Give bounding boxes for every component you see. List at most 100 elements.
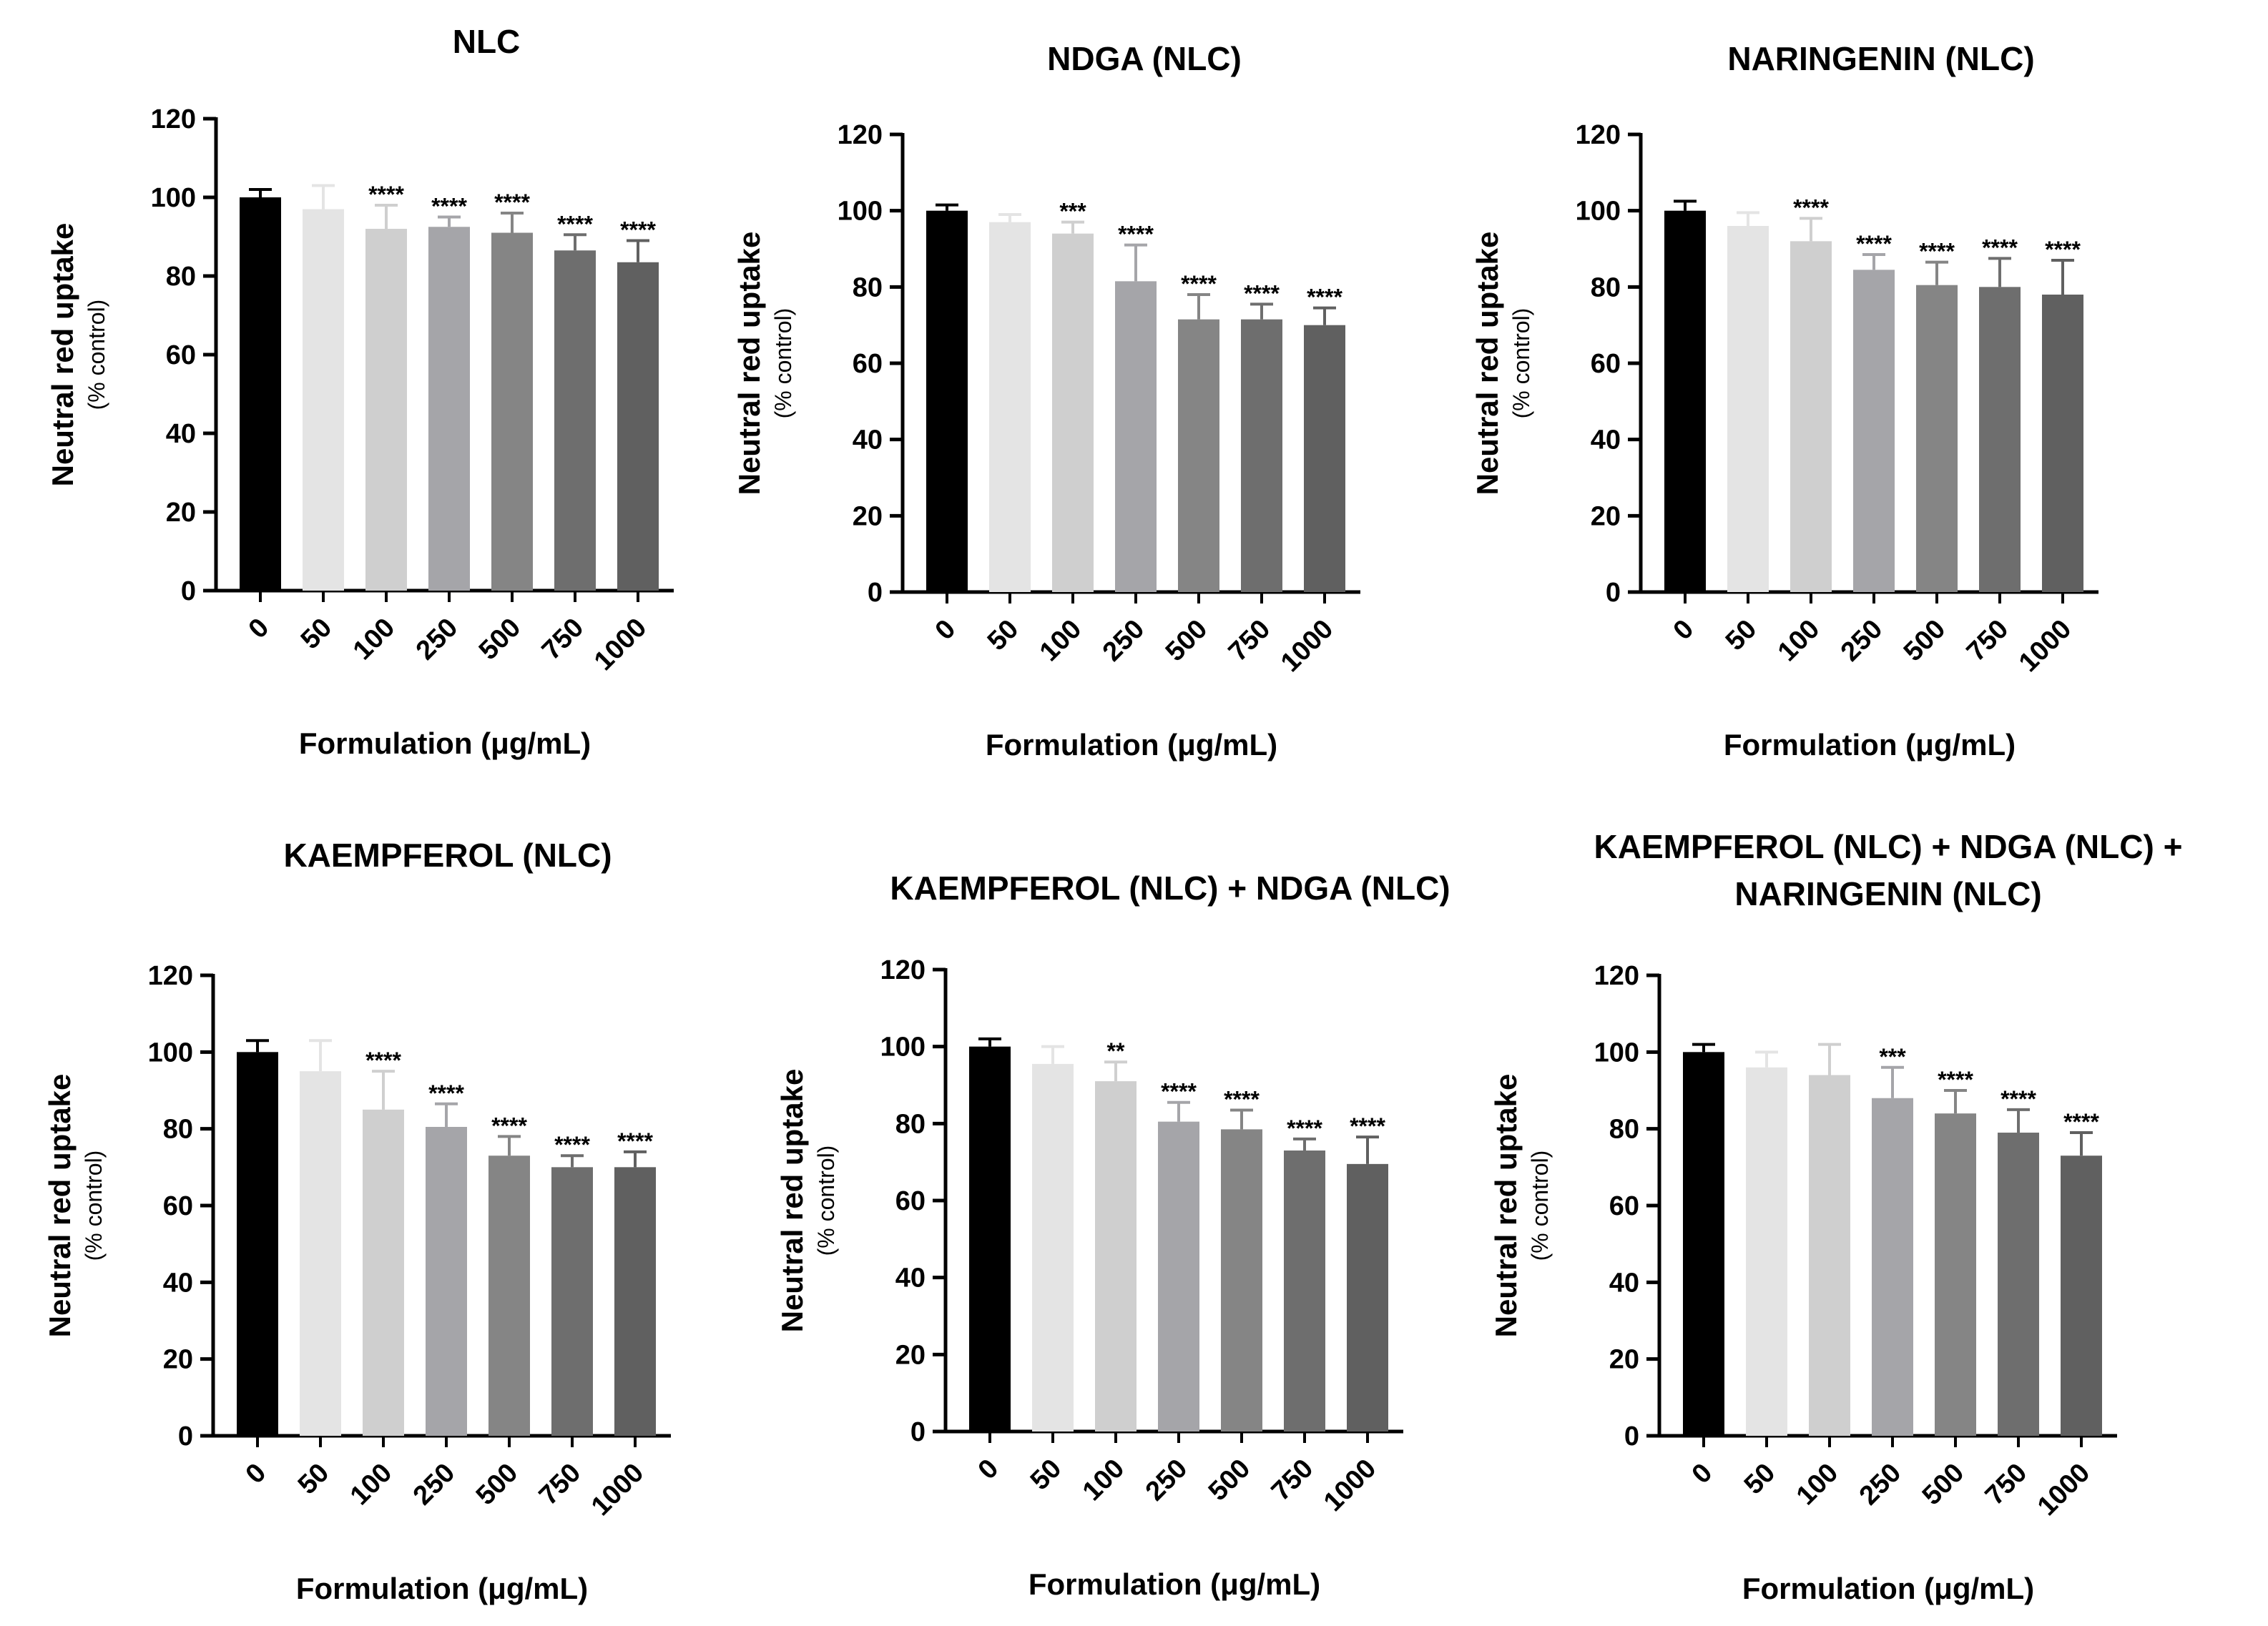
y-axis-label: Neutral red uptake (775, 1069, 809, 1333)
y-tick-label: 100 (151, 183, 196, 213)
y-tick-label: 40 (163, 1268, 193, 1298)
x-axis-label: Formulation (μg/mL) (1029, 1567, 1320, 1601)
bar (617, 262, 659, 591)
significance-label: **** (1244, 280, 1280, 306)
x-tick-label: 0 (1668, 614, 1700, 646)
significance-label: **** (2045, 237, 2081, 262)
significance-label: **** (1938, 1067, 1973, 1093)
x-tick-label: 0 (973, 1454, 1005, 1486)
y-axis-label: Neutral red uptake (46, 223, 79, 487)
x-tick-label: 100 (1791, 1458, 1845, 1512)
x-tick-label: 500 (1203, 1454, 1257, 1507)
bar (1115, 281, 1157, 592)
bar (1853, 270, 1895, 592)
x-tick-label: 1000 (2032, 1458, 2096, 1522)
bar (1979, 287, 2021, 592)
bar (1347, 1163, 1388, 1432)
x-axis-label: Formulation (μg/mL) (986, 728, 1277, 762)
x-tick-label: 50 (1739, 1458, 1782, 1501)
chart-title: NDGA (NLC) (1047, 40, 1242, 77)
chart-panel-5: KAEMPFEROL (NLC) + NDGA (NLC) 0 20 40 60 80 10… (775, 869, 1450, 1601)
chart-title: NARINGENIN (NLC) (1727, 40, 2034, 77)
significance-label: **** (1224, 1086, 1260, 1112)
bar (240, 197, 281, 591)
x-tick-label: 100 (1077, 1454, 1131, 1507)
x-tick-label: 0 (1687, 1458, 1719, 1490)
y-tick-label: 120 (1576, 120, 1621, 150)
chart-panel-2: NDGA (NLC) 0 20 40 60 80 100 120 0 50 *** 100 **** 25… (732, 40, 1360, 762)
y-tick-label: 20 (1591, 501, 1621, 531)
x-tick-label: 750 (1266, 1454, 1320, 1507)
bar (363, 1109, 404, 1436)
y-tick-label: 80 (895, 1109, 926, 1139)
bar (554, 250, 596, 591)
x-tick-label: 50 (1025, 1454, 1068, 1497)
bar (1727, 226, 1769, 592)
x-tick-label: 1000 (589, 613, 652, 676)
y-tick-label: 100 (880, 1033, 926, 1063)
y-tick-label: 20 (163, 1345, 193, 1375)
x-axis-label: Formulation (μg/mL) (296, 1572, 588, 1605)
significance-label: **** (1919, 239, 1955, 265)
significance-label: **** (1118, 222, 1154, 247)
chart-title: KAEMPFEROL (NLC) + NDGA (NLC) + (1594, 828, 2183, 865)
y-tick-label: 80 (853, 272, 883, 302)
bar (1872, 1098, 1913, 1436)
y-tick-label: 80 (166, 262, 196, 292)
bar (1221, 1129, 1262, 1432)
bar (1809, 1075, 1850, 1436)
bar (1683, 1052, 1724, 1436)
y-tick-label: 60 (166, 340, 196, 370)
x-tick-label: 50 (1720, 614, 1763, 657)
significance-label: **** (1161, 1079, 1197, 1105)
x-tick-label: 0 (930, 614, 962, 646)
y-axis-sublabel: (% control) (1508, 308, 1534, 419)
y-tick-label: 120 (148, 961, 193, 991)
y-axis-sublabel: (% control) (770, 308, 796, 419)
x-axis-label: Formulation (μg/mL) (1724, 728, 2016, 762)
x-axis-label: Formulation (μg/mL) (299, 726, 591, 760)
x-tick-label: 100 (345, 1458, 398, 1512)
y-tick-label: 40 (1609, 1268, 1639, 1298)
x-tick-label: 50 (982, 614, 1025, 657)
significance-label: ** (1107, 1038, 1125, 1064)
significance-label: **** (2063, 1109, 2099, 1135)
y-tick-label: 0 (910, 1417, 926, 1447)
significance-label: **** (620, 217, 656, 243)
y-tick-label: 60 (853, 349, 883, 379)
significance-label: *** (1879, 1044, 1906, 1070)
significance-label: **** (1287, 1115, 1322, 1141)
x-tick-label: 1000 (2013, 614, 2077, 678)
significance-label: **** (491, 1113, 527, 1138)
significance-label: *** (1059, 199, 1086, 225)
significance-label: **** (494, 189, 530, 215)
y-axis-sublabel: (% control) (813, 1145, 839, 1256)
bar (491, 232, 533, 591)
y-tick-label: 20 (895, 1340, 926, 1370)
bar (1052, 233, 1094, 592)
significance-label: **** (554, 1132, 590, 1158)
y-tick-label: 100 (838, 197, 883, 227)
y-tick-label: 0 (1624, 1421, 1639, 1452)
y-tick-label: 60 (163, 1191, 193, 1221)
chart-title: NLC (453, 23, 521, 60)
x-tick-label: 750 (536, 613, 590, 666)
x-tick-label: 1000 (1275, 614, 1339, 678)
x-tick-label: 0 (240, 1458, 273, 1490)
x-tick-label: 500 (1898, 614, 1952, 668)
bar (1998, 1133, 2039, 1436)
x-axis-label: Formulation (μg/mL) (1742, 1572, 2034, 1605)
chart-panel-1: NLC 0 20 40 60 80 100 120 0 50 **** 100 **** 250 **** 5… (46, 23, 674, 760)
chart-title: KAEMPFEROL (NLC) (283, 837, 612, 874)
bar (1935, 1113, 1976, 1436)
y-tick-label: 40 (166, 419, 196, 449)
y-tick-label: 0 (1606, 578, 1621, 608)
significance-label: **** (557, 211, 593, 237)
significance-label: **** (2001, 1086, 2036, 1112)
significance-label: **** (431, 194, 467, 220)
bar (1032, 1063, 1074, 1432)
x-tick-label: 500 (1160, 614, 1214, 668)
bar (300, 1071, 341, 1436)
chart-panel-4: KAEMPFEROL (NLC) 0 20 40 60 80 100 120 0 50 **** 10… (43, 837, 671, 1605)
